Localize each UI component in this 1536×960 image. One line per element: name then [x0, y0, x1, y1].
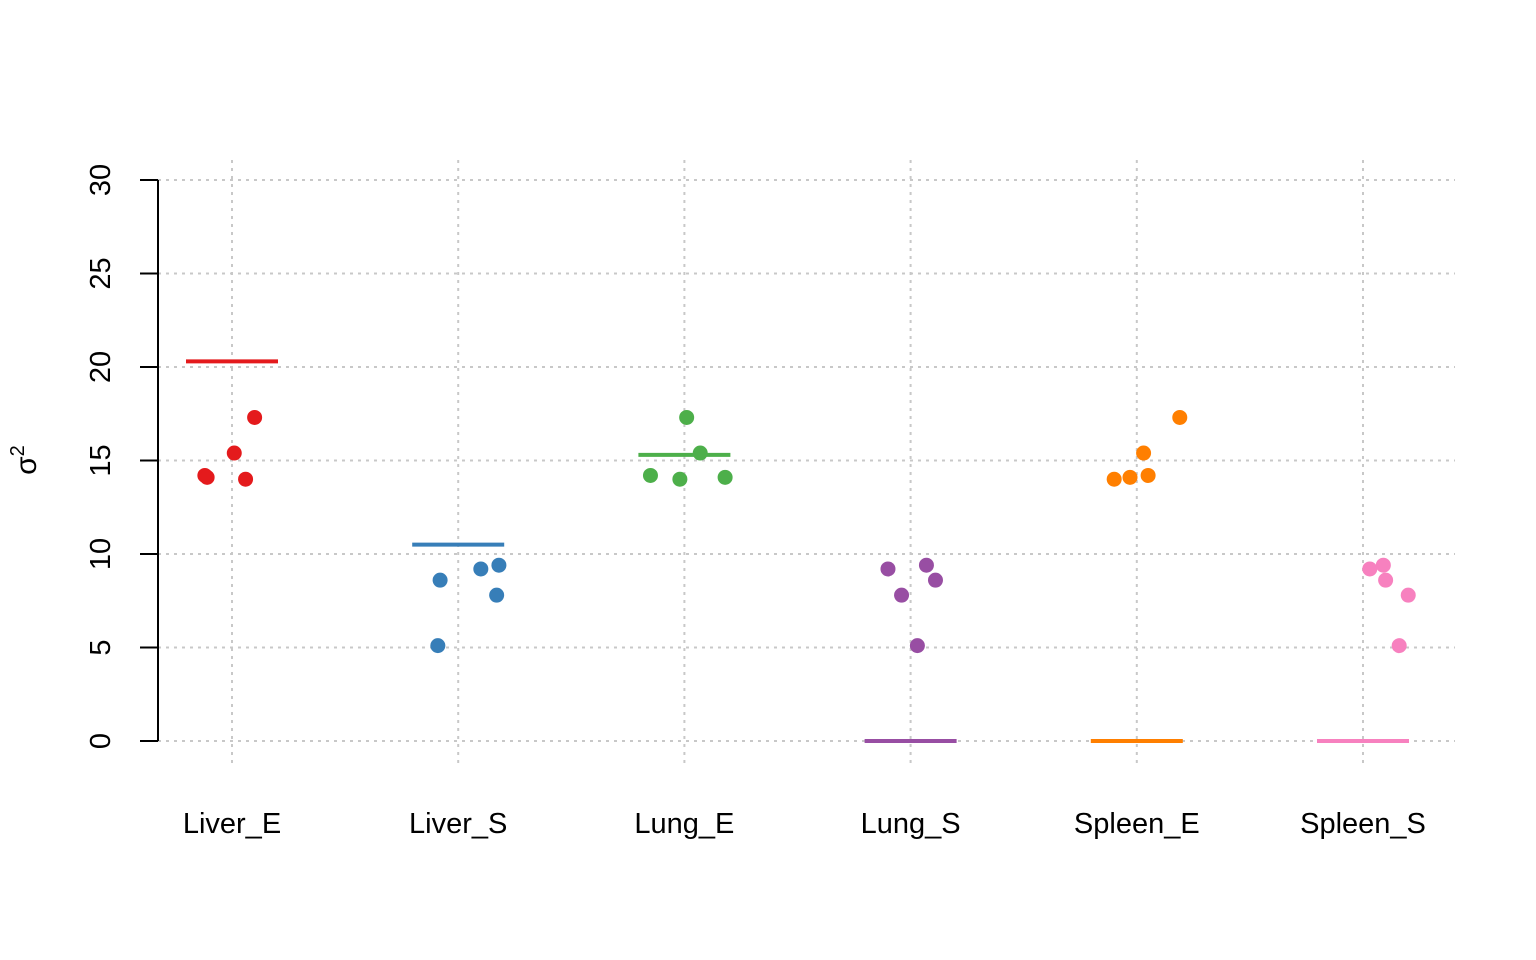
data-point — [1375, 557, 1391, 573]
y-axis-label-superscript: 2 — [7, 445, 29, 456]
y-tick-label: 25 — [85, 257, 117, 289]
data-points — [197, 409, 1416, 654]
data-point — [1391, 638, 1407, 654]
data-point — [880, 561, 896, 577]
data-point — [679, 409, 695, 425]
data-point — [473, 561, 489, 577]
data-point — [1122, 469, 1138, 485]
x-category-label: Liver_E — [183, 808, 281, 840]
x-category-labels: Liver_E Liver_S Lung_E Lung_S Spleen_E Spleen… — [183, 808, 1426, 840]
x-category-label: Lung_S — [861, 808, 961, 840]
data-point — [1106, 471, 1122, 487]
data-point — [1400, 587, 1416, 603]
data-point — [491, 557, 507, 573]
y-tick-label: 30 — [85, 164, 117, 196]
x-category-label: Lung_E — [634, 808, 734, 840]
y-tick-label: 10 — [85, 538, 117, 570]
x-category-label: Liver_S — [409, 808, 507, 840]
data-point — [432, 572, 448, 588]
data-point — [894, 587, 910, 603]
data-point — [692, 445, 708, 461]
data-point — [247, 409, 263, 425]
data-point — [1140, 467, 1156, 483]
data-point — [717, 469, 733, 485]
y-axis: 0 5 10 15 20 25 30 — [85, 164, 159, 749]
y-axis-label-main: σ — [10, 456, 43, 475]
data-point — [1362, 561, 1378, 577]
y-tick-label: 20 — [85, 351, 117, 383]
data-point — [672, 471, 688, 487]
y-tick-label: 5 — [85, 639, 117, 655]
data-point — [430, 638, 446, 654]
data-point — [489, 587, 505, 603]
data-point — [199, 469, 215, 485]
y-axis-label: σ2 — [7, 445, 43, 475]
data-point — [927, 572, 943, 588]
data-point — [1136, 445, 1152, 461]
data-point — [918, 557, 934, 573]
summary-lines — [186, 359, 1409, 743]
data-point — [1172, 409, 1188, 425]
data-point — [226, 445, 242, 461]
grid-lines — [158, 160, 1455, 765]
y-tick-label: 0 — [85, 733, 117, 749]
data-point — [909, 638, 925, 654]
x-category-label: Spleen_E — [1074, 808, 1200, 840]
x-category-label: Spleen_S — [1300, 808, 1426, 840]
data-point — [238, 471, 254, 487]
data-point — [642, 467, 658, 483]
y-tick-label: 15 — [85, 444, 117, 476]
data-point — [1378, 572, 1394, 588]
